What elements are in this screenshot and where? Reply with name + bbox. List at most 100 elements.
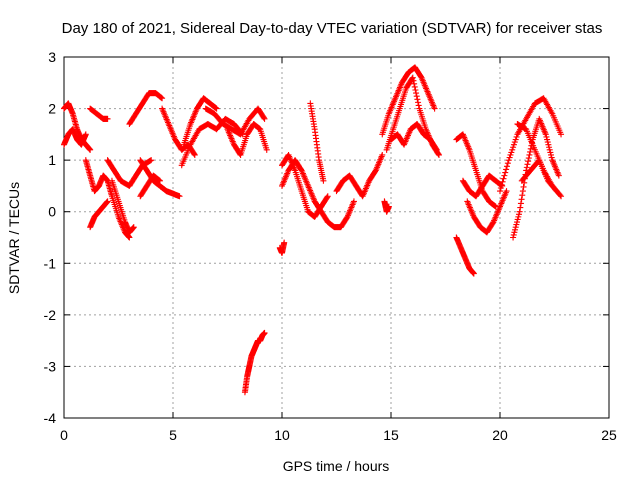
data-point: [87, 146, 94, 153]
data-point: [372, 168, 379, 175]
data-point: [411, 83, 418, 90]
data-point: [470, 270, 477, 277]
y-tick-label: -4: [44, 410, 57, 426]
data-point: [510, 144, 517, 151]
data-point: [417, 73, 424, 80]
series-seg-r: [279, 151, 331, 220]
data-point: [544, 136, 551, 143]
series-seg-z: [453, 234, 477, 277]
data-point: [516, 208, 523, 215]
x-axis-label: GPS time / hours: [283, 458, 390, 474]
series-seg-ab: [464, 188, 510, 236]
data-point: [499, 178, 506, 185]
y-tick-label: 1: [48, 152, 56, 168]
data-point: [497, 184, 504, 191]
data-point: [343, 214, 350, 221]
data-point: [558, 131, 565, 138]
data-point: [546, 144, 553, 151]
data-point: [519, 192, 526, 199]
data-point: [510, 141, 517, 148]
data-point: [545, 141, 552, 148]
data-point: [500, 175, 507, 182]
data-point: [281, 239, 288, 246]
data-point: [513, 221, 520, 228]
series-seg-n: [202, 105, 268, 138]
data-point: [524, 161, 531, 168]
data-point: [517, 200, 524, 207]
data-point: [501, 172, 508, 179]
data-point: [503, 166, 510, 173]
data-point: [510, 231, 517, 238]
data-point: [526, 151, 533, 158]
data-point: [435, 151, 442, 158]
data-point: [514, 219, 521, 226]
data-point: [548, 151, 555, 158]
data-point: [409, 74, 416, 81]
data-point: [519, 188, 526, 195]
data-point: [82, 131, 89, 138]
y-tick-label: 0: [48, 204, 56, 220]
data-point: [431, 105, 438, 112]
data-point: [413, 93, 420, 100]
data-points: [61, 64, 565, 396]
data-point: [130, 224, 137, 231]
data-point: [502, 169, 509, 176]
data-point: [489, 220, 496, 227]
series-seg-ac: [459, 172, 506, 200]
data-point: [411, 80, 418, 87]
data-point: [518, 196, 525, 203]
data-point: [544, 139, 551, 146]
y-tick-label: -1: [44, 255, 57, 271]
x-tick-label: 0: [60, 427, 68, 443]
data-point: [504, 160, 511, 167]
data-point: [435, 150, 442, 157]
data-point: [503, 163, 510, 170]
data-point: [527, 145, 534, 152]
data-point: [547, 149, 554, 156]
data-point: [261, 329, 268, 336]
data-point: [513, 133, 520, 140]
data-point: [433, 145, 440, 152]
axis-ticks: 0 5 10 15 20 25 -4 -3 -2 -1 0 1 2 3: [44, 49, 617, 443]
data-point: [558, 193, 565, 200]
series-seg-g: [108, 177, 137, 236]
data-point: [517, 204, 524, 211]
data-point: [505, 157, 512, 164]
data-point: [297, 166, 304, 173]
data-point: [176, 193, 183, 200]
data-point: [433, 146, 440, 153]
data-point: [156, 177, 163, 184]
data-point: [191, 151, 198, 158]
data-point: [260, 114, 267, 121]
data-point: [548, 154, 555, 161]
data-point: [126, 234, 133, 241]
series-seg-c: [82, 157, 133, 241]
data-point: [555, 172, 562, 179]
y-tick-label: -3: [44, 358, 57, 374]
data-point: [414, 96, 421, 103]
series-seg-k: [137, 172, 163, 200]
data-point: [527, 148, 534, 155]
data-point: [557, 192, 564, 199]
data-point: [512, 224, 519, 231]
series-seg-o: [224, 121, 270, 158]
chart-title: Day 180 of 2021, Sidereal Day-to-day VTE…: [62, 20, 603, 37]
y-axis-label: SDTVAR / TECUs: [6, 182, 22, 294]
data-point: [512, 226, 519, 233]
x-tick-label: 10: [274, 427, 290, 443]
series-seg-x: [388, 121, 440, 153]
x-tick-label: 15: [383, 427, 399, 443]
data-point: [523, 164, 530, 171]
data-point: [379, 151, 386, 158]
data-point: [553, 188, 560, 195]
data-point: [263, 146, 270, 153]
series-seg-ae: [510, 115, 562, 241]
data-point: [236, 150, 243, 157]
series-seg-ag: [518, 157, 560, 195]
series-seg-v: [379, 64, 438, 138]
data-point: [506, 154, 513, 161]
x-tick-label: 20: [492, 427, 508, 443]
x-tick-label: 25: [601, 427, 617, 443]
series-seg-y: [381, 198, 392, 215]
